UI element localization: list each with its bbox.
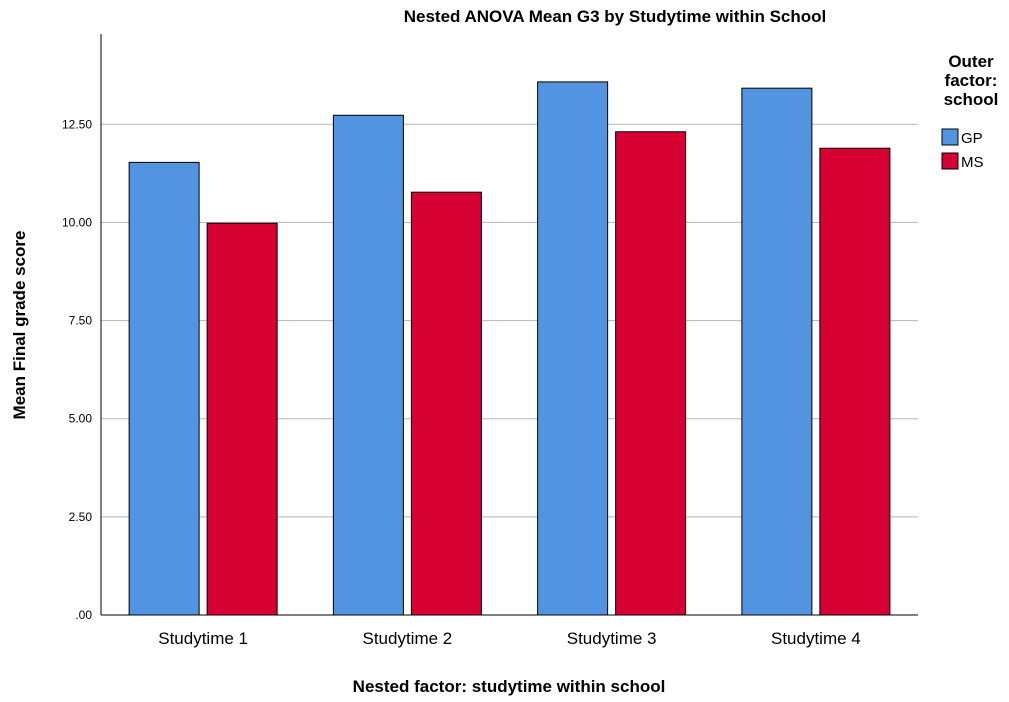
bar-gp-2	[332, 114, 404, 616]
bar-gp-4	[741, 87, 813, 616]
bar-ms-2	[410, 191, 482, 616]
legend-title: factor:	[945, 71, 998, 90]
y-tick-label: 12.50	[62, 117, 92, 131]
bar-ms-4	[819, 147, 891, 616]
bar-gp-3	[537, 81, 609, 616]
y-tick-label: .00	[75, 608, 92, 622]
y-tick-label: 2.50	[69, 510, 93, 524]
legend-title: school	[944, 90, 999, 109]
legend-label-ms: MS	[961, 154, 984, 171]
x-tick-labels: Studytime 1 Studytime 2 Studytime 3 Studyti…	[158, 629, 861, 648]
legend-label-gp: GP	[961, 130, 983, 147]
x-tick-label: Studytime 2	[362, 629, 452, 648]
y-tick-label: 7.50	[69, 314, 93, 328]
x-tick-label: Studytime 4	[771, 629, 861, 648]
x-tick-label: Studytime 3	[567, 629, 657, 648]
y-axis-label: Mean Final grade score	[10, 231, 29, 420]
x-tick-label: Studytime 1	[158, 629, 248, 648]
x-axis-label: Nested factor: studytime within school	[353, 677, 666, 696]
y-tick-label: 5.00	[69, 412, 93, 426]
bars	[128, 81, 891, 616]
legend-swatch-ms	[941, 152, 959, 170]
legend-title: Outer	[948, 52, 994, 71]
bar-ms-1	[206, 222, 278, 616]
y-tick-label: 10.00	[62, 215, 92, 229]
legend-swatch-gp	[941, 128, 959, 146]
bar-ms-3	[615, 131, 687, 616]
bar-gp-1	[128, 161, 200, 616]
chart-title: Nested ANOVA Mean G3 by Studytime within…	[404, 7, 827, 26]
y-tick-labels: .00 2.50 5.00 7.50 10.00 12.50	[62, 117, 92, 622]
